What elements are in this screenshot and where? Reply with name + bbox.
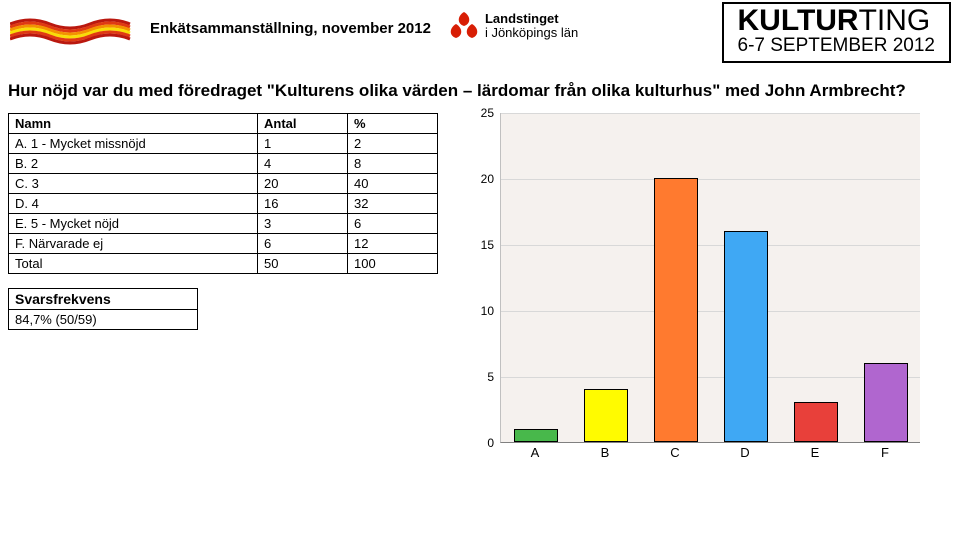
y-tick-label: 20 xyxy=(481,172,494,186)
header-title: Enkätsammanställning, november 2012 xyxy=(150,20,431,37)
svars-value: 84,7% (50/59) xyxy=(8,309,198,330)
landsting-text: Landstinget i Jönköpings län xyxy=(485,12,578,41)
table-row: E. 5 - Mycket nöjd36 xyxy=(9,213,438,233)
kulturting-bold: KULTUR xyxy=(738,4,859,37)
y-tick-label: 5 xyxy=(487,370,494,384)
x-label: F xyxy=(881,445,889,460)
table-header-row: Namn Antal % xyxy=(9,113,438,133)
x-axis-labels: A B C D E F xyxy=(500,445,920,467)
landsting-line2: i Jönköpings län xyxy=(485,26,578,40)
x-label: E xyxy=(811,445,820,460)
kulturting-box: KULTURTING 6-7 SEPTEMBER 2012 xyxy=(722,2,951,63)
table-row: C. 32040 xyxy=(9,173,438,193)
bar-C xyxy=(654,178,699,442)
results-table: Namn Antal % A. 1 - Mycket missnöjd12 B.… xyxy=(8,113,438,274)
table-row: B. 248 xyxy=(9,153,438,173)
bar-D xyxy=(724,231,769,442)
svarsfrekvens-box: Svarsfrekvens 84,7% (50/59) xyxy=(8,288,198,330)
table-row: F. Närvarade ej612 xyxy=(9,233,438,253)
bar-E xyxy=(794,402,839,442)
table-row: A. 1 - Mycket missnöjd12 xyxy=(9,133,438,153)
x-label: A xyxy=(531,445,540,460)
x-label: B xyxy=(601,445,610,460)
x-label: C xyxy=(670,445,679,460)
th-antal: Antal xyxy=(258,113,348,133)
y-tick-label: 0 xyxy=(487,436,494,450)
svars-title: Svarsfrekvens xyxy=(8,288,198,309)
y-tick-label: 25 xyxy=(481,106,494,120)
plot-area xyxy=(500,113,920,443)
kulturting-light: TING xyxy=(859,4,931,37)
table-row: D. 41632 xyxy=(9,193,438,213)
landsting-line1: Landstinget xyxy=(485,12,578,26)
content-row: Namn Antal % A. 1 - Mycket missnöjd12 B.… xyxy=(0,107,959,479)
table-row-total: Total50100 xyxy=(9,253,438,273)
th-name: Namn xyxy=(9,113,258,133)
x-label: D xyxy=(740,445,749,460)
bar-F xyxy=(864,363,909,442)
y-axis: 0510152025 xyxy=(464,113,498,473)
kulturting-title: KULTURTING xyxy=(738,6,935,36)
landsting-logo-block: Landstinget i Jönköpings län xyxy=(449,10,578,42)
bar-A xyxy=(514,429,559,442)
bar-chart: 0510152025 ABCDEF xyxy=(464,113,924,473)
landsting-icon xyxy=(449,10,479,42)
bar-B xyxy=(584,389,629,442)
left-column: Namn Antal % A. 1 - Mycket missnöjd12 B.… xyxy=(8,113,438,330)
kulturting-subtitle: 6-7 SEPTEMBER 2012 xyxy=(738,36,935,57)
y-tick-label: 15 xyxy=(481,238,494,252)
th-pct: % xyxy=(348,113,438,133)
y-tick-label: 10 xyxy=(481,304,494,318)
wave-logo xyxy=(10,14,140,50)
